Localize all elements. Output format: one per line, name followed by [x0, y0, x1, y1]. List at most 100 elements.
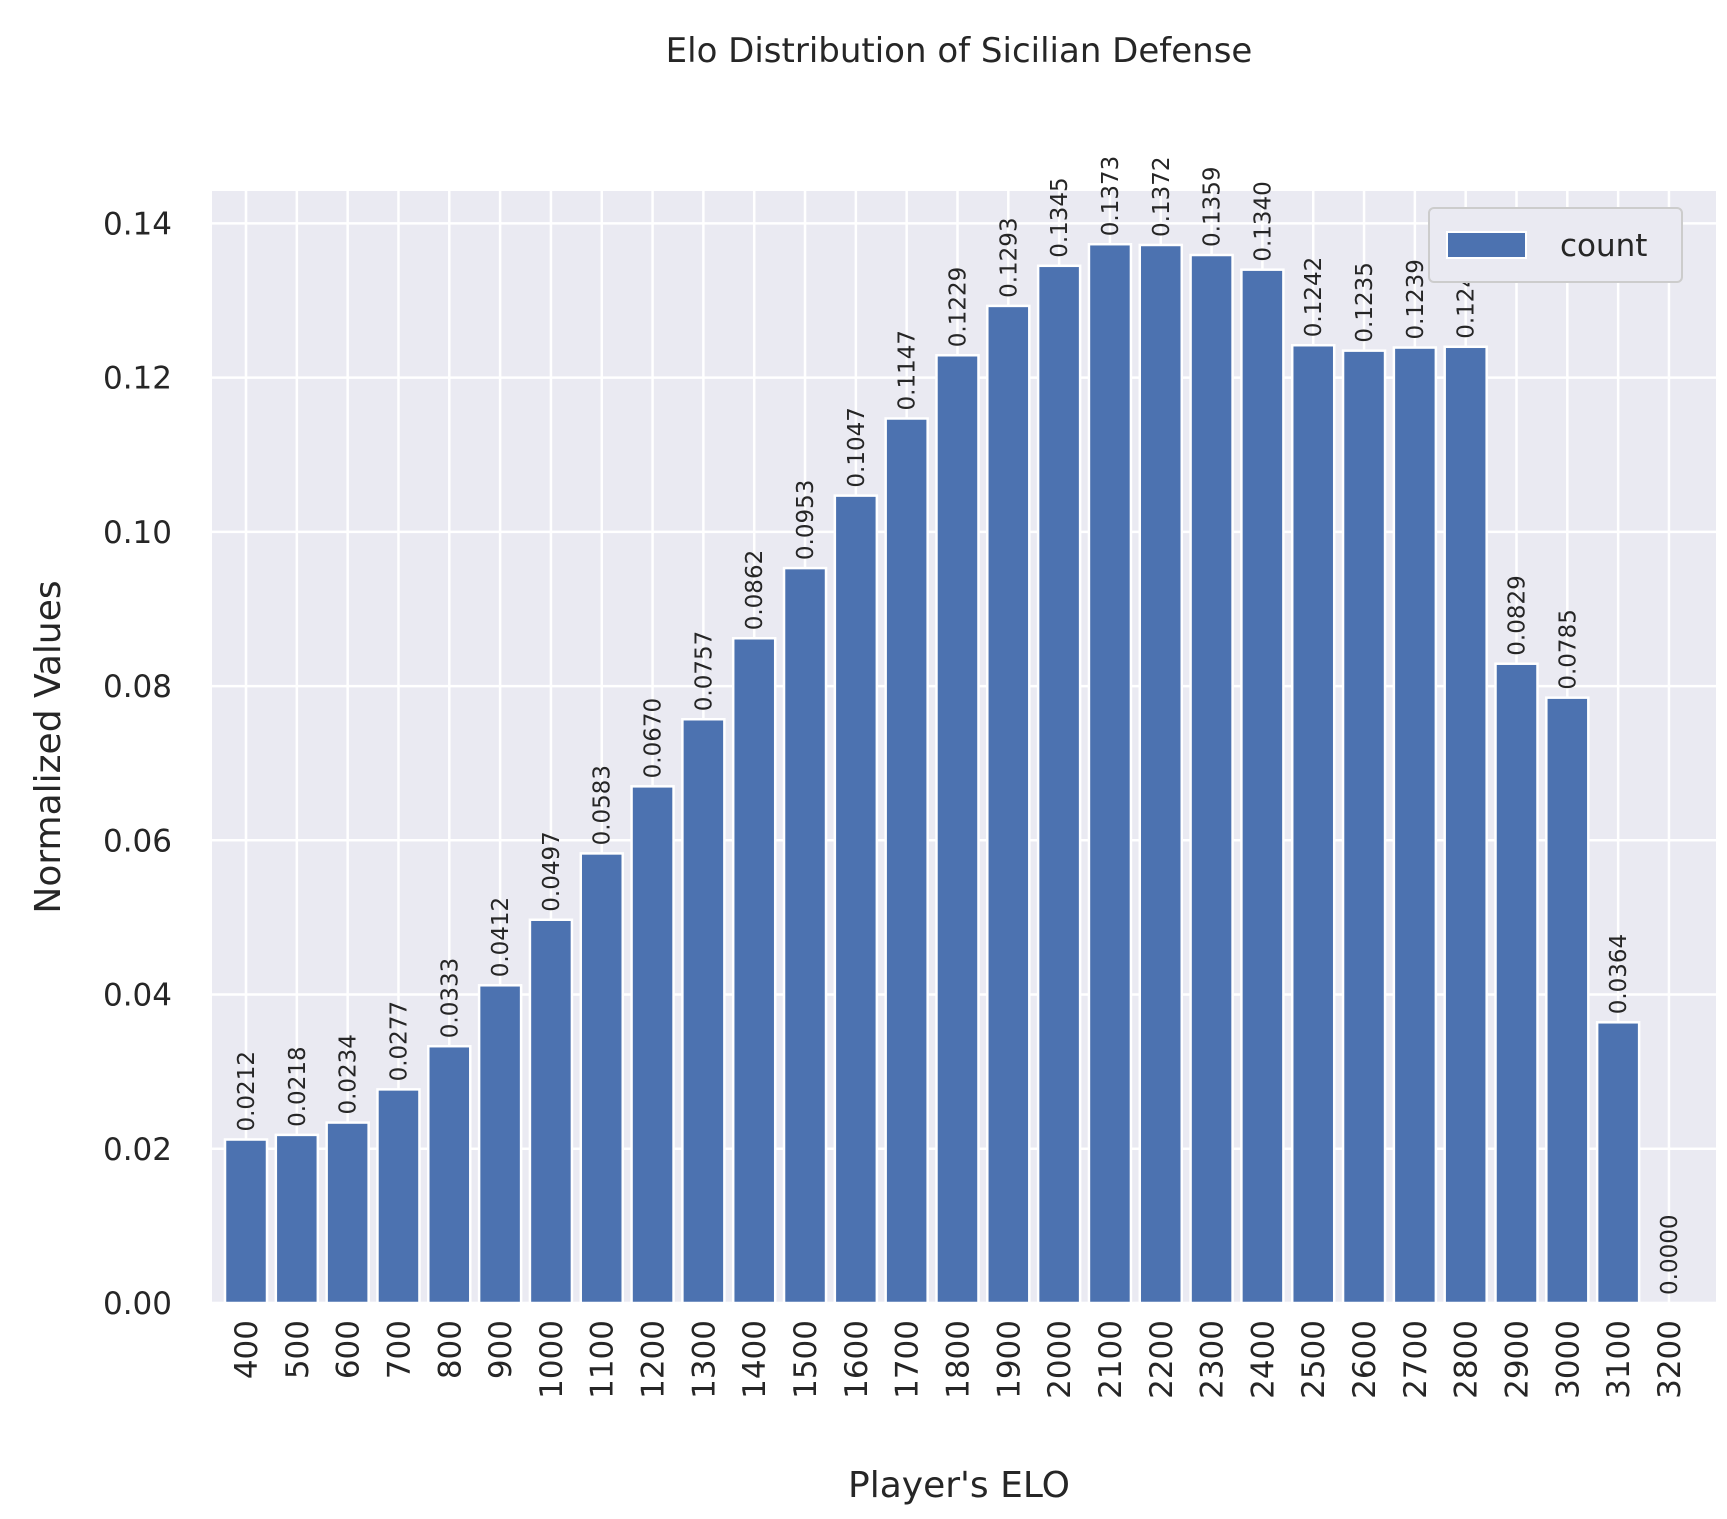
x-tick-label: 1500 [788, 1320, 824, 1399]
bar [731, 637, 777, 1305]
data-label: 0.0497 [539, 831, 565, 911]
bar [1087, 242, 1133, 1305]
bar [528, 918, 574, 1305]
data-label: 0.1372 [1149, 156, 1175, 236]
x-tick-label: 2500 [1296, 1320, 1332, 1399]
bar [681, 717, 726, 1305]
bar [1138, 243, 1184, 1305]
y-tick-label: 0.14 [103, 206, 172, 242]
data-label: 0.1373 [1098, 156, 1124, 236]
x-tick-label: 1100 [585, 1320, 621, 1399]
bar [1494, 662, 1539, 1305]
data-label: 0.0364 [1606, 934, 1632, 1014]
bar [427, 1044, 472, 1305]
bar [1545, 696, 1590, 1305]
x-tick-label: 1000 [534, 1320, 570, 1399]
x-tick-label: 2900 [1500, 1320, 1536, 1399]
y-axis-label: Normalized Values [28, 580, 69, 913]
bar [935, 354, 980, 1305]
x-tick-label: 2100 [1093, 1320, 1129, 1399]
bar [1341, 349, 1387, 1305]
bar [1290, 343, 1336, 1305]
x-tick-label: 1800 [940, 1320, 976, 1399]
data-label: 0.0218 [285, 1046, 311, 1126]
bar [833, 494, 879, 1305]
data-label: 0.1235 [1352, 262, 1378, 342]
bar [630, 785, 675, 1305]
data-label: 0.0757 [691, 631, 717, 711]
legend: count [1428, 207, 1683, 283]
data-label: 0.0785 [1555, 609, 1581, 689]
legend-box [1428, 207, 1683, 283]
bar [325, 1121, 370, 1305]
x-tick-label: 400 [229, 1320, 265, 1379]
data-label: 0.1293 [996, 217, 1022, 297]
x-tick-label: 600 [331, 1320, 367, 1379]
legend-label: count [1560, 228, 1647, 264]
data-label: 0.0670 [641, 698, 667, 778]
bar [1595, 1021, 1641, 1305]
y-tick-label: 0.04 [103, 978, 172, 1014]
data-label: 0.1242 [1301, 257, 1327, 337]
bar [884, 417, 929, 1305]
x-tick-label: 1900 [991, 1320, 1027, 1399]
y-tick-label: 0.02 [103, 1132, 172, 1168]
y-tick-label: 0.12 [103, 361, 172, 397]
chart-title: Elo Distribution of Sicilian Defense [666, 31, 1253, 71]
data-label: 0.1229 [945, 267, 971, 347]
bar [477, 984, 523, 1305]
x-tick-label: 2300 [1195, 1320, 1231, 1399]
data-label: 0.0234 [336, 1034, 362, 1114]
data-label: 0.0000 [1657, 1215, 1683, 1295]
bar [376, 1088, 421, 1305]
data-label: 0.1047 [844, 407, 870, 487]
x-axis-ticks: 400 500 600 700 800 900 1000 1100 1200 1300 1400 15… [229, 1320, 1688, 1399]
bar [579, 852, 624, 1305]
bar [223, 1138, 269, 1305]
x-tick-label: 1400 [737, 1320, 773, 1399]
data-label: 0.1359 [1200, 167, 1226, 247]
y-tick-label: 0.10 [103, 515, 172, 551]
x-tick-label: 1200 [636, 1320, 672, 1399]
data-label: 0.0829 [1505, 575, 1531, 655]
x-tick-label: 2400 [1245, 1320, 1281, 1399]
x-tick-label: 500 [280, 1320, 316, 1379]
y-axis-ticks: 0.00 0.02 0.04 0.06 0.08 0.10 0.12 0.14 [103, 206, 172, 1322]
x-tick-label: 2600 [1347, 1320, 1383, 1399]
x-tick-label: 2700 [1398, 1320, 1434, 1399]
x-tick-label: 1700 [890, 1320, 926, 1399]
data-label: 0.0212 [234, 1051, 260, 1131]
data-label: 0.0333 [437, 958, 463, 1038]
bar [782, 566, 828, 1305]
data-label: 0.0862 [742, 550, 768, 630]
x-tick-label: 700 [381, 1320, 417, 1379]
x-tick-label: 1300 [686, 1320, 722, 1399]
y-tick-label: 0.06 [103, 823, 172, 859]
x-tick-label: 1600 [839, 1320, 875, 1399]
data-label: 0.124 [1454, 273, 1480, 339]
data-label: 0.0583 [590, 765, 616, 845]
x-axis-label: Player's ELO [848, 1465, 1070, 1506]
bar [1392, 346, 1438, 1305]
x-tick-label: 3000 [1550, 1320, 1586, 1399]
x-tick-label: 3200 [1652, 1320, 1688, 1399]
x-tick-label: 2200 [1144, 1320, 1180, 1399]
x-tick-label: 2000 [1042, 1320, 1078, 1399]
bar [1443, 345, 1488, 1305]
data-label: 0.0412 [488, 897, 514, 977]
x-tick-label: 2800 [1449, 1320, 1485, 1399]
legend-swatch [1446, 231, 1527, 259]
bar [274, 1133, 320, 1305]
x-tick-label: 3100 [1601, 1320, 1637, 1399]
data-labels: 0.0212 0.0218 0.0234 0.0277 0.0333 0.0412 0.04… [234, 156, 1683, 1295]
x-tick-label: 900 [483, 1320, 519, 1379]
y-tick-label: 0.00 [103, 1286, 172, 1322]
bar [1240, 268, 1285, 1305]
bars [223, 242, 1641, 1305]
bar [1036, 264, 1082, 1305]
data-label: 0.1340 [1250, 181, 1276, 261]
data-label: 0.0277 [386, 1001, 412, 1081]
data-label: 0.1147 [895, 330, 921, 410]
data-label: 0.1345 [1047, 177, 1073, 257]
